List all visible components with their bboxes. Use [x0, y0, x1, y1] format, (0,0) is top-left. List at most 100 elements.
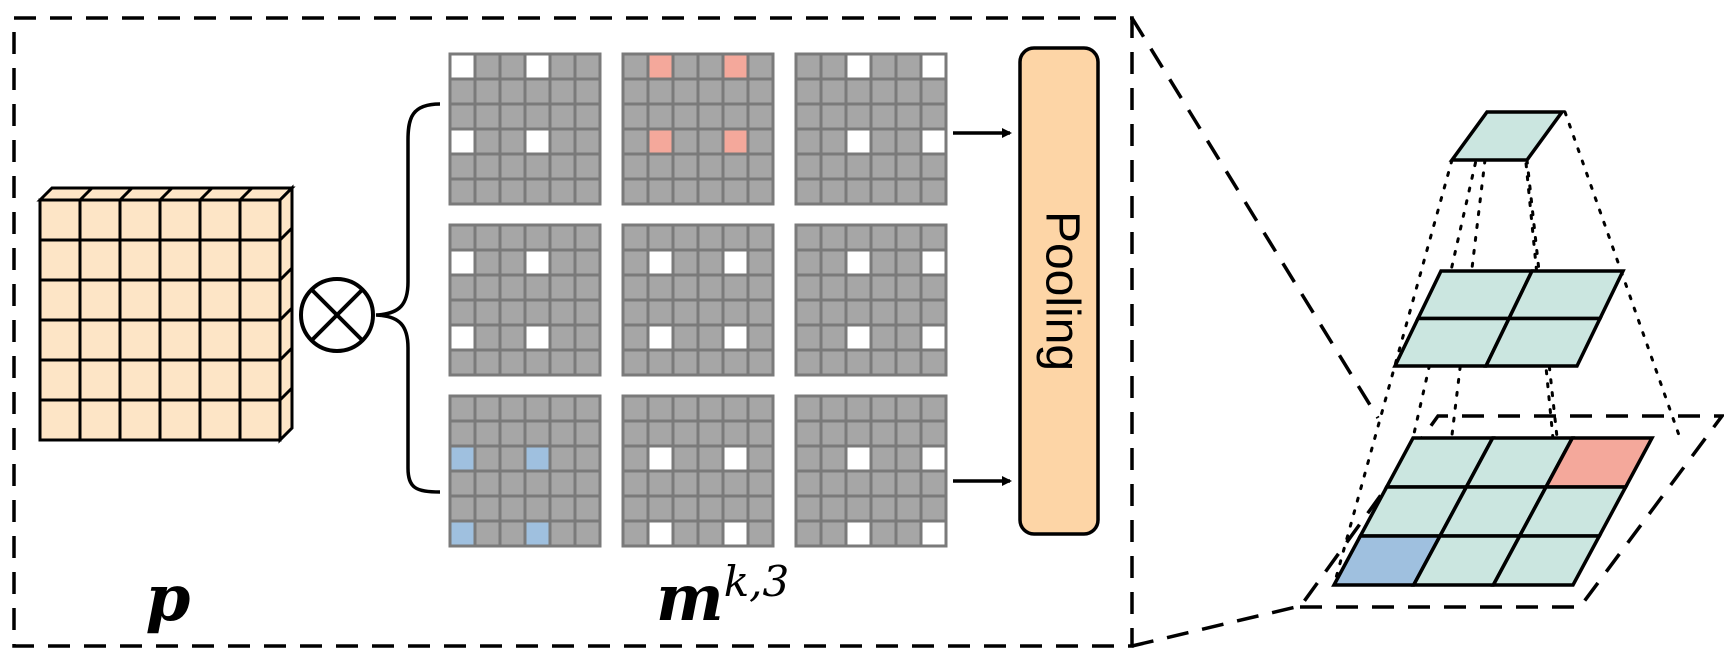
- input-cell: [198, 358, 242, 402]
- input-cell: [198, 278, 242, 322]
- mask-cell: [919, 273, 948, 302]
- mask-cell-active: [919, 127, 948, 156]
- mask-cell-active: [844, 323, 873, 352]
- mask-cell: [819, 298, 848, 327]
- mask-cell: [794, 469, 823, 498]
- mask-cell: [794, 394, 823, 423]
- mask-cell: [573, 52, 602, 81]
- mask-cell: [646, 394, 675, 423]
- mask-cell: [473, 127, 502, 156]
- mask-cell-active: [721, 127, 750, 156]
- mask-cell: [573, 519, 602, 548]
- mask-cell: [869, 248, 898, 277]
- mask-cell-active: [448, 248, 477, 277]
- mask-cell: [746, 248, 775, 277]
- mask-cell-active: [523, 52, 552, 81]
- mask-cell-active: [919, 248, 948, 277]
- mask-cell: [621, 77, 650, 106]
- zoom-line-top: [1130, 17, 1380, 419]
- input-cell: [38, 358, 82, 402]
- mask-cell: [794, 444, 823, 473]
- mask-cell: [671, 248, 700, 277]
- mask-cell: [869, 469, 898, 498]
- mask-cell: [473, 469, 502, 498]
- mask-cell: [523, 102, 552, 131]
- mask-cell: [819, 177, 848, 206]
- mask-cell: [671, 177, 700, 206]
- mask-cell: [646, 152, 675, 181]
- mask-cell: [746, 52, 775, 81]
- mask-cell: [721, 102, 750, 131]
- mask-cell: [548, 152, 577, 181]
- mask-cell: [894, 323, 923, 352]
- pyramid-dotted-line: [1519, 110, 1562, 512]
- mask-cell: [794, 127, 823, 156]
- mask-cell: [498, 52, 527, 81]
- multiply-operator-icon: [299, 277, 375, 353]
- mask-cell: [721, 152, 750, 181]
- mask-cell: [844, 394, 873, 423]
- mask-cell: [523, 394, 552, 423]
- mask-cell: [573, 444, 602, 473]
- mask-cell-active: [844, 444, 873, 473]
- input-cell: [158, 358, 202, 402]
- mask-cell: [844, 77, 873, 106]
- mask-cell: [894, 298, 923, 327]
- mask-cell: [523, 469, 552, 498]
- mask-cell: [919, 77, 948, 106]
- input-cell: [238, 238, 282, 282]
- input-cell: [158, 238, 202, 282]
- mask-cell: [794, 519, 823, 548]
- mask-cell: [819, 419, 848, 448]
- input-top-line: [78, 186, 94, 202]
- mask-cell: [448, 419, 477, 448]
- mask-cell: [894, 102, 923, 131]
- mask-cell: [819, 52, 848, 81]
- mask-cell: [696, 223, 725, 252]
- mask-cell: [548, 223, 577, 252]
- mask-cell: [448, 394, 477, 423]
- mask-cell: [573, 127, 602, 156]
- mask-cell: [573, 102, 602, 131]
- mask-cell: [448, 152, 477, 181]
- mask-cell: [498, 127, 527, 156]
- mask-cell: [794, 298, 823, 327]
- mask-cell: [473, 444, 502, 473]
- mask-cell: [819, 248, 848, 277]
- input-side-line: [278, 346, 294, 362]
- input-top-line: [198, 186, 214, 202]
- mask-cell: [498, 152, 527, 181]
- input-cell: [78, 358, 122, 402]
- mask-cell: [671, 348, 700, 377]
- mask-cell: [448, 298, 477, 327]
- mask-cell: [721, 419, 750, 448]
- mask-cell: [919, 177, 948, 206]
- mask-cell: [869, 223, 898, 252]
- mask-cell-active: [448, 444, 477, 473]
- pyramid-cell: [1483, 316, 1603, 368]
- mask-cell-active: [448, 52, 477, 81]
- mask-cell: [746, 223, 775, 252]
- mask-cell: [746, 323, 775, 352]
- pyramid-top-level: [1448, 110, 1566, 162]
- input-cell: [78, 198, 122, 242]
- mask-cell: [746, 394, 775, 423]
- mask-cell: [919, 152, 948, 181]
- mask-cell: [746, 177, 775, 206]
- input-top-line: [158, 186, 174, 202]
- mask-cell: [498, 223, 527, 252]
- mask-cell: [696, 298, 725, 327]
- mask-cell: [696, 419, 725, 448]
- mask-cell-active: [448, 519, 477, 548]
- mask-cell: [794, 494, 823, 523]
- input-cell: [158, 398, 202, 442]
- pyramid-middle-level: [1392, 269, 1626, 368]
- mask-cell: [548, 444, 577, 473]
- mask-cell: [819, 494, 848, 523]
- mask-cell: [448, 102, 477, 131]
- mask-cell: [573, 419, 602, 448]
- mask-cell: [646, 102, 675, 131]
- mask-cell: [473, 394, 502, 423]
- mask-cell: [894, 52, 923, 81]
- mask-cell-active: [919, 444, 948, 473]
